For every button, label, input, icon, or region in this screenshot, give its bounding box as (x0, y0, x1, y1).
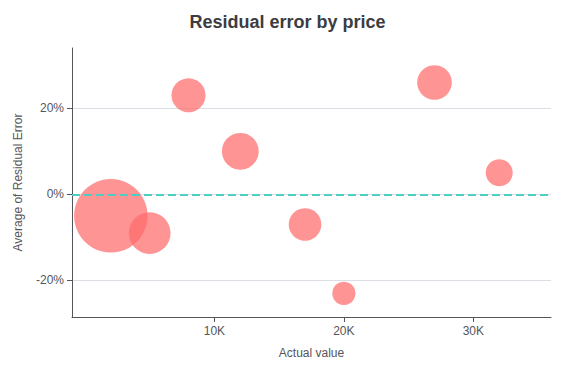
svg-text:20%: 20% (40, 101, 64, 115)
svg-text:10K: 10K (204, 324, 225, 338)
svg-text:-20%: -20% (36, 273, 64, 287)
svg-text:0%: 0% (47, 187, 65, 201)
svg-text:30K: 30K (463, 324, 484, 338)
svg-text:Average of Residual Error: Average of Residual Error (11, 114, 25, 252)
svg-text:20K: 20K (333, 324, 354, 338)
svg-text:Residual error by price: Residual error by price (189, 12, 385, 32)
svg-text:Actual value: Actual value (279, 346, 345, 360)
